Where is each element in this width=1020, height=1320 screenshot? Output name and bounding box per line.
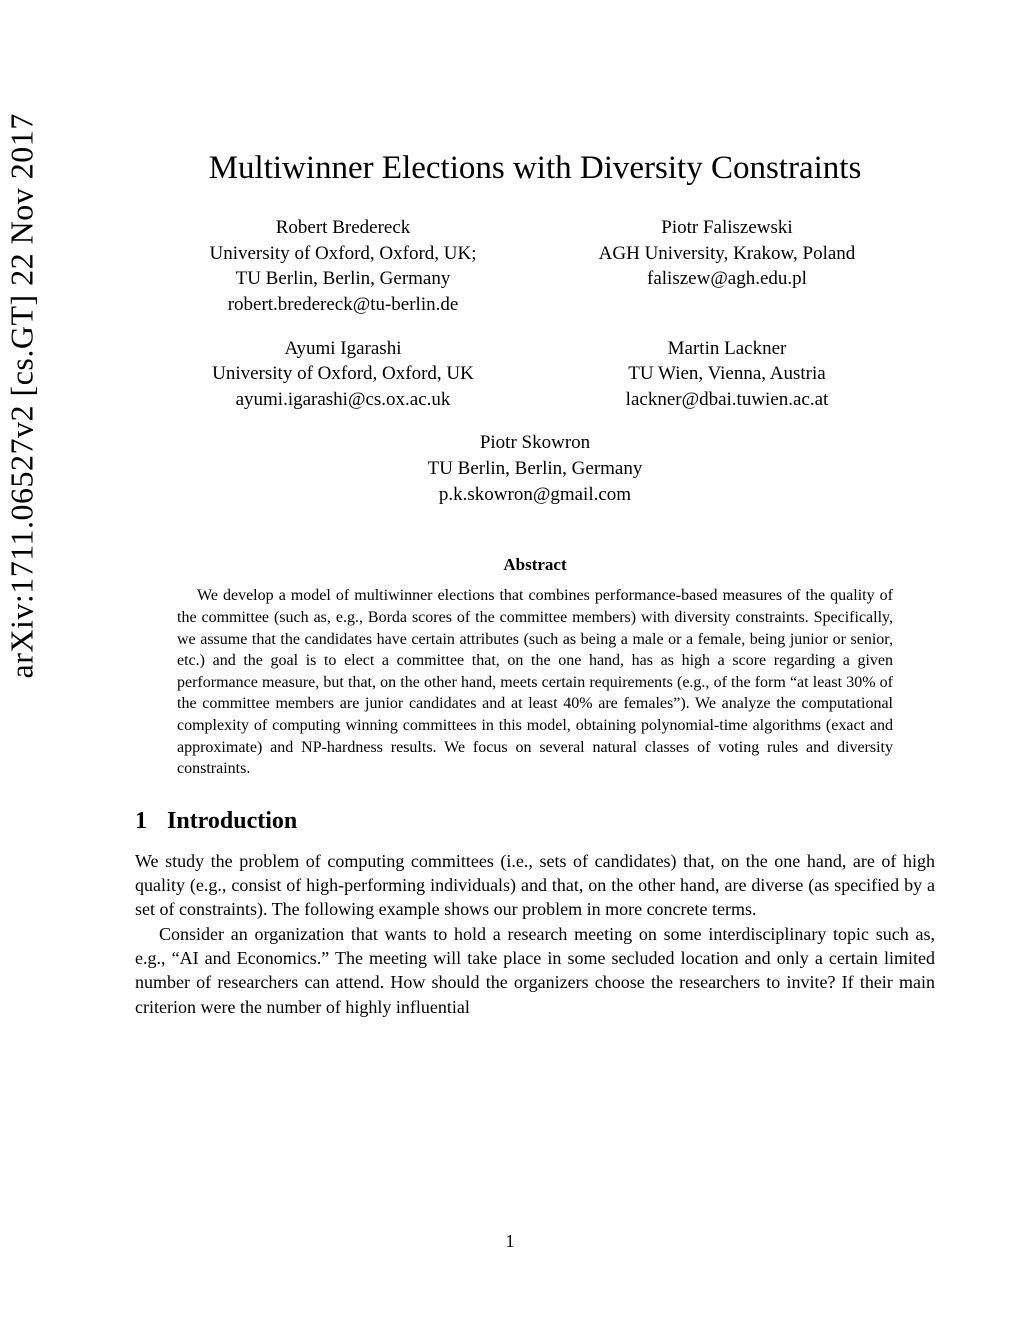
author-name: Piotr Skowron xyxy=(135,430,935,456)
author-block: Robert Bredereck University of Oxford, O… xyxy=(151,215,535,318)
author-email: lackner@dbai.tuwien.ac.at xyxy=(535,387,919,413)
author-affiliation: University of Oxford, Oxford, UK xyxy=(151,361,535,387)
arxiv-identifier: arXiv:1711.06527v2 [cs.GT] 22 Nov 2017 xyxy=(4,113,41,678)
author-affiliation: TU Berlin, Berlin, Germany xyxy=(135,456,935,482)
author-name: Piotr Faliszewski xyxy=(535,215,919,241)
author-email: robert.bredereck@tu-berlin.de xyxy=(151,292,535,318)
author-block: Ayumi Igarashi University of Oxford, Oxf… xyxy=(151,336,535,413)
abstract-body: We develop a model of multiwinner electi… xyxy=(177,585,893,779)
author-name: Ayumi Igarashi xyxy=(151,336,535,362)
body-paragraph: We study the problem of computing commit… xyxy=(135,849,935,922)
section-number: 1 xyxy=(135,808,147,835)
author-name: Martin Lackner xyxy=(535,336,919,362)
author-affiliation: AGH University, Krakow, Poland xyxy=(535,241,919,267)
author-block: Martin Lackner TU Wien, Vienna, Austria … xyxy=(535,336,919,413)
author-email: faliszew@agh.edu.pl xyxy=(535,266,919,292)
section-title: Introduction xyxy=(167,808,297,834)
abstract-heading: Abstract xyxy=(135,555,935,575)
body-paragraph: Consider an organization that wants to h… xyxy=(135,922,935,1019)
author-affiliation: University of Oxford, Oxford, UK; xyxy=(151,241,535,267)
authors-grid: Robert Bredereck University of Oxford, O… xyxy=(135,215,935,525)
author-affiliation: TU Wien, Vienna, Austria xyxy=(535,361,919,387)
author-block: Piotr Faliszewski AGH University, Krakow… xyxy=(535,215,919,318)
author-name: Robert Bredereck xyxy=(151,215,535,241)
page-number: 1 xyxy=(0,1231,1020,1252)
author-email: p.k.skowron@gmail.com xyxy=(135,482,935,508)
author-affiliation: TU Berlin, Berlin, Germany xyxy=(151,266,535,292)
paper-title: Multiwinner Elections with Diversity Con… xyxy=(135,150,935,187)
page-content: Multiwinner Elections with Diversity Con… xyxy=(135,150,935,1019)
section-heading: 1 Introduction xyxy=(135,808,935,835)
author-block: Piotr Skowron TU Berlin, Berlin, Germany… xyxy=(135,430,935,507)
author-email: ayumi.igarashi@cs.ox.ac.uk xyxy=(151,387,535,413)
